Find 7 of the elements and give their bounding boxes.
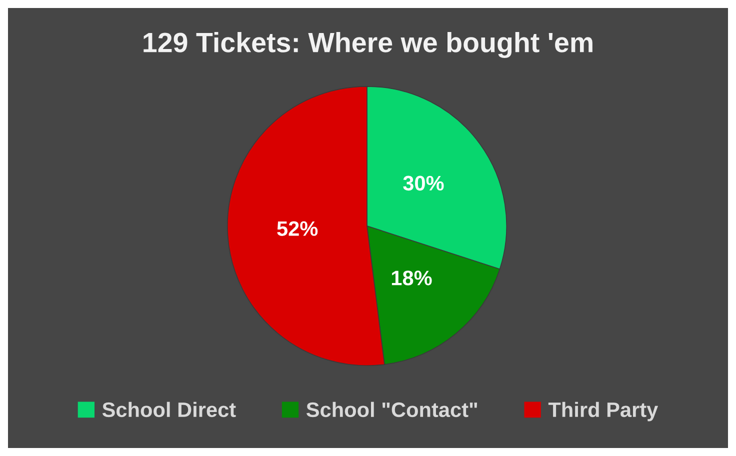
data-label: 52% (277, 221, 318, 236)
legend-label: School "Contact" (306, 402, 478, 418)
data-label: 18% (392, 270, 432, 286)
legend-label: School Direct (102, 402, 236, 418)
data-label: 30% (403, 176, 444, 191)
chart-title: 129 Tickets: Where we bought 'em (144, 32, 592, 58)
legend-label: Third Party (548, 402, 658, 422)
